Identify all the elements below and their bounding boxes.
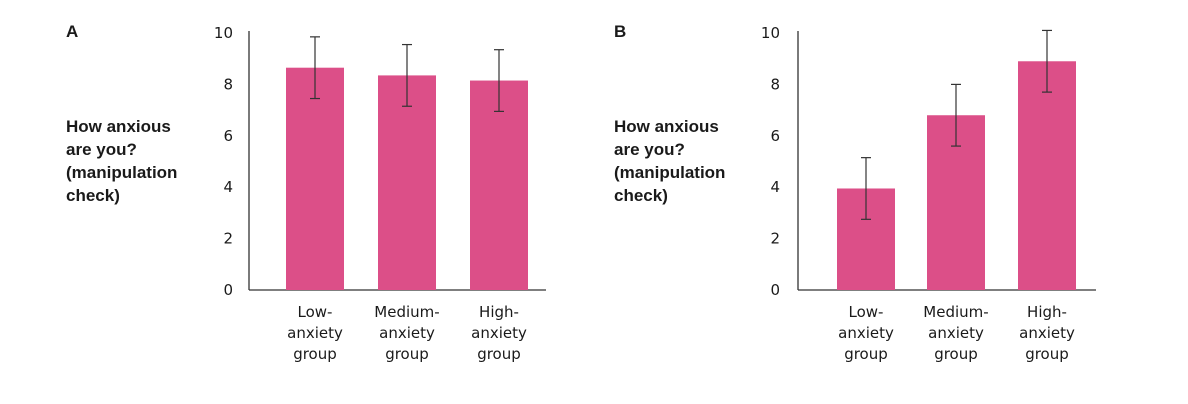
panel-b-bar-3: [1018, 61, 1076, 290]
panel-b-category-1-line-2: anxiety: [838, 324, 894, 342]
panel-b-ytick-8: 8: [770, 75, 780, 93]
panel-a-category-3-line-2: anxiety: [471, 324, 527, 342]
panel-b-category-1-line-3: group: [844, 345, 888, 363]
panel-b-ytick-4: 4: [770, 178, 780, 196]
panel-b-category-1-line-1: Low-: [849, 303, 884, 321]
panel-b-category-3-line-3: group: [1025, 345, 1069, 363]
panel-a-category-2-line-1: Medium-: [374, 303, 439, 321]
panel-a-ylabel-line-1: How anxious: [66, 117, 171, 136]
panel-a-ylabel-line-4: check): [66, 186, 120, 205]
panel-b-category-3-line-2: anxiety: [1019, 324, 1075, 342]
panel-b-ytick-6: 6: [770, 127, 780, 145]
panel-a-ylabel-line-3: (manipulation: [66, 163, 177, 182]
panel-b-ylabel-line-3: (manipulation: [614, 163, 725, 182]
panel-b-category-2-line-2: anxiety: [928, 324, 984, 342]
panel-b-ylabel-line-4: check): [614, 186, 668, 205]
panel-a-category-1-line-2: anxiety: [287, 324, 343, 342]
panel-a-bar-2: [378, 75, 436, 290]
panel-a-category-3-line-1: High-: [479, 303, 519, 321]
panel-b-ytick-2: 2: [770, 230, 780, 248]
panel-b-category-3-line-1: High-: [1027, 303, 1067, 321]
panel-a-ytick-10: 10: [214, 24, 233, 42]
panel-a-label: A: [66, 22, 78, 41]
panel-a-ytick-6: 6: [223, 127, 233, 145]
panel-b-category-2-line-1: Medium-: [923, 303, 988, 321]
panel-b-ytick-0: 0: [770, 281, 780, 299]
panel-b-label: B: [614, 22, 626, 41]
panel-b-ylabel-line-1: How anxious: [614, 117, 719, 136]
panel-a-ytick-0: 0: [223, 281, 233, 299]
panel-a-ytick-4: 4: [223, 178, 233, 196]
panel-a-bar-3: [470, 80, 528, 290]
panel-a-ytick-8: 8: [223, 75, 233, 93]
panel-a-category-1-line-1: Low-: [298, 303, 333, 321]
panel-a-category-2-line-3: group: [385, 345, 429, 363]
panel-a-bar-1: [286, 67, 344, 290]
panel-a-category-3-line-3: group: [477, 345, 521, 363]
panel-b-ylabel-line-2: are you?: [614, 140, 685, 159]
panel-a-category-1-line-3: group: [293, 345, 337, 363]
panel-a-category-2-line-2: anxiety: [379, 324, 435, 342]
panel-a-ylabel-line-2: are you?: [66, 140, 137, 159]
panel-b-category-2-line-3: group: [934, 345, 978, 363]
panel-a-ytick-2: 2: [223, 230, 233, 248]
panel-b-ytick-10: 10: [761, 24, 780, 42]
